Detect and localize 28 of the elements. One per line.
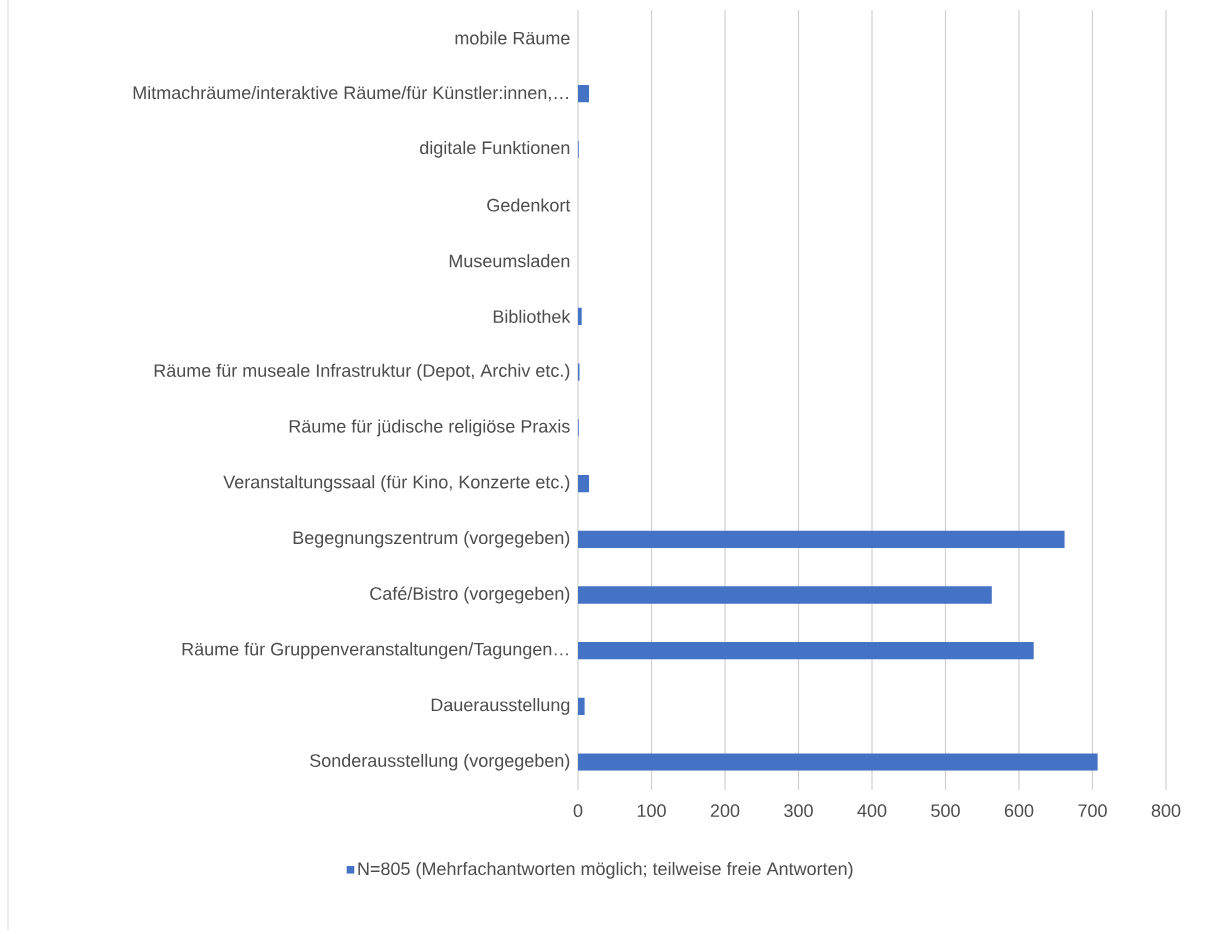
bar bbox=[578, 753, 1098, 771]
y-tick-label: Dauerausstellung bbox=[431, 698, 570, 715]
y-tick-label: Café/Bistro (vorgegeben) bbox=[370, 586, 570, 604]
x-tick-label: 100 bbox=[637, 804, 666, 817]
x-tick-label: 700 bbox=[1078, 804, 1107, 817]
y-tick-label: Begegnungszentrum (vorgegeben) bbox=[293, 530, 570, 548]
x-tick-label: 200 bbox=[710, 804, 740, 817]
x-tick-label: 500 bbox=[931, 804, 960, 817]
x-tick-label: 800 bbox=[1151, 804, 1181, 817]
y-tick-label: Bibliothek bbox=[493, 309, 571, 324]
y-tick-label: Mitmachräume/interaktive Räume/für Künstler:innen,… bbox=[133, 85, 568, 102]
x-tick-label: 300 bbox=[784, 804, 813, 817]
y-tick-label: Museumsladen bbox=[449, 254, 570, 268]
bar bbox=[578, 530, 1065, 548]
y-tick-label: Veranstaltungssaal (für Kino, Konzerte etc.) bbox=[223, 475, 570, 492]
x-tick-label: 400 bbox=[857, 804, 887, 817]
legend-label: N=805 (Mehrfachantworten möglich; teilweise freie Antworten) bbox=[358, 861, 853, 879]
y-tick-label: mobile Räume bbox=[455, 31, 570, 45]
y-tick-label: Räume für museale Infrastruktur (Depot, Archiv etc.) bbox=[154, 363, 570, 381]
x-tick-label: 0 bbox=[573, 804, 583, 817]
x-tick-label: 600 bbox=[1004, 804, 1034, 817]
bar bbox=[578, 642, 1034, 660]
y-tick-label: digitale Funktionen bbox=[420, 140, 570, 158]
bar bbox=[578, 586, 992, 604]
y-tick-label: Räume für jüdische religiöse Praxis bbox=[289, 419, 570, 437]
y-tick-label: Gedenkort bbox=[487, 198, 571, 212]
y-tick-label: Räume für Gruppenveranstaltungen/Tagungen… bbox=[182, 642, 568, 660]
y-tick-label: Sonderausstellung (vorgegeben) bbox=[310, 753, 570, 771]
